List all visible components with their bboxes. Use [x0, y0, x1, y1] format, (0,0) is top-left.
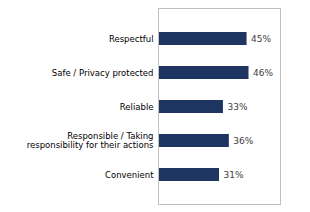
svg-text:Convenient: Convenient	[105, 170, 154, 180]
svg-text:45%: 45%	[251, 34, 271, 44]
svg-text:33%: 33%	[227, 102, 247, 112]
svg-text:Respectful: Respectful	[109, 34, 154, 44]
svg-text:Reliable: Reliable	[120, 102, 154, 112]
svg-text:Responsible / Takingresponsibi: Responsible / Takingresponsibility for t…	[27, 131, 154, 150]
svg-text:Safe / Privacy protected: Safe / Privacy protected	[52, 68, 154, 78]
svg-text:36%: 36%	[233, 136, 253, 146]
svg-text:31%: 31%	[224, 170, 244, 180]
svg-text:46%: 46%	[253, 68, 273, 78]
